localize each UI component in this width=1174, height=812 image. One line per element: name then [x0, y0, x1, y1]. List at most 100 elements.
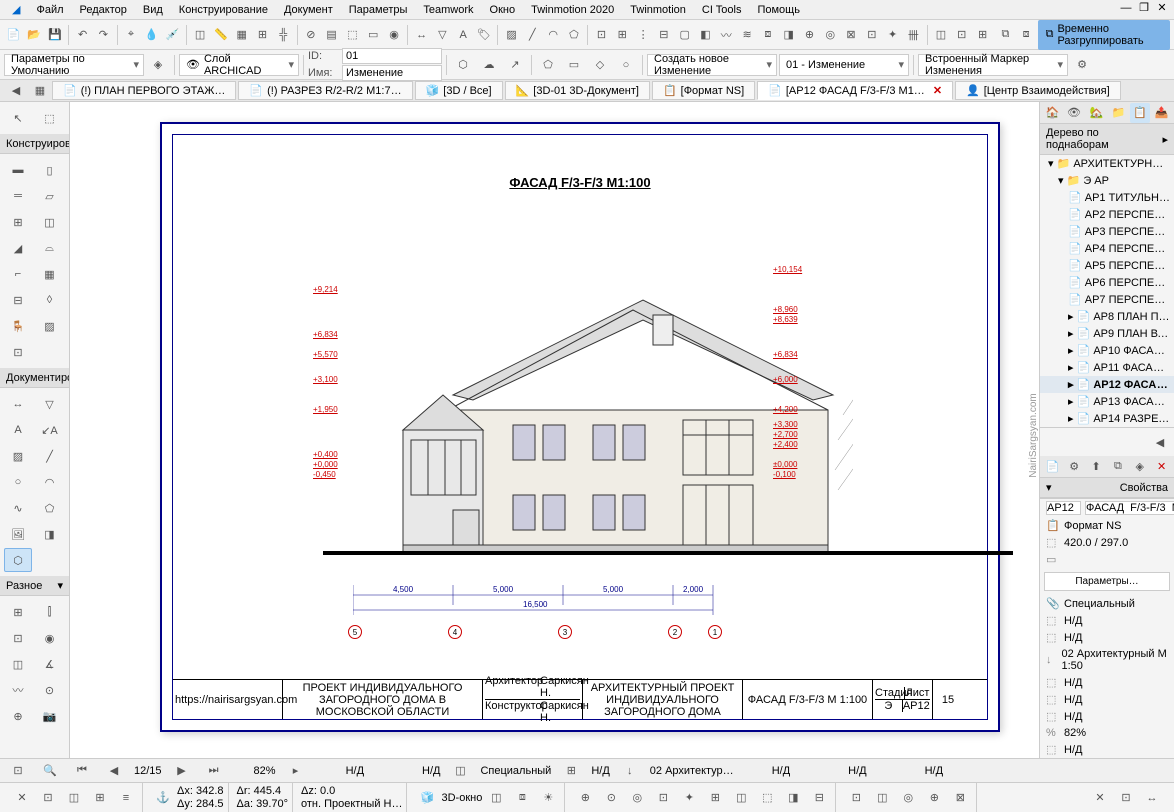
tb-icon-12[interactable]: ◎ [821, 23, 840, 47]
morph-tool-icon[interactable]: ◊ [36, 288, 64, 312]
marker-dropdown[interactable]: Встроенный Маркер Изменения [918, 54, 1068, 76]
misc-7-icon[interactable]: 〰 [4, 678, 32, 702]
tb-icon-15[interactable]: ✦ [883, 23, 902, 47]
menu-teamwork[interactable]: Teamwork [415, 2, 481, 18]
geom-1-icon[interactable]: ⬠ [536, 53, 560, 77]
params-button[interactable]: Параметры… [1044, 572, 1170, 591]
property-row[interactable]: %82% [1040, 725, 1174, 741]
layers-icon[interactable]: ▤ [322, 23, 341, 47]
redo-icon[interactable]: ↷ [94, 23, 113, 47]
property-row[interactable]: 📎Специальный [1040, 595, 1174, 612]
tb-icon-4[interactable]: ⊟ [654, 23, 673, 47]
id-field[interactable] [342, 48, 442, 64]
menu-edit[interactable]: Редактор [72, 2, 135, 18]
property-row[interactable]: ⬚Н/Д [1040, 674, 1174, 691]
tree-dup-icon[interactable]: ⧉ [1107, 457, 1128, 477]
zoom-fit-icon[interactable]: ⊡ [6, 759, 30, 783]
tree-item[interactable]: 📄 АР7 ПЕРСПЕКТИВНЫЙ [1040, 291, 1174, 308]
shape-cloud-icon[interactable]: ☁ [477, 53, 501, 77]
s10-icon[interactable]: ⊟ [807, 786, 831, 810]
tree-up-icon[interactable]: ⬆ [1086, 457, 1107, 477]
name-field[interactable] [342, 65, 442, 81]
level-icon[interactable]: ▽ [433, 23, 452, 47]
change-dropdown[interactable]: Создать новое Изменение [647, 54, 777, 76]
property-row[interactable]: ↓02 Архитектурный М 1:50 [1040, 646, 1174, 674]
detail-icon[interactable]: ◉ [385, 23, 404, 47]
grid-element-icon[interactable]: ⊞ [4, 600, 32, 624]
s2-icon[interactable]: ⊙ [599, 786, 623, 810]
end1-icon[interactable]: ✕ [1088, 786, 1112, 810]
spline-tool-icon[interactable]: ∿ [4, 496, 32, 520]
tree-item[interactable]: ▸ 📄 АР11 ФАСАД F/2-F/2 [1040, 359, 1174, 376]
tb-icon-6[interactable]: ◧ [696, 23, 715, 47]
group-icon[interactable]: ⧉ [996, 23, 1015, 47]
tree-scroll-left[interactable]: ◀ [1148, 430, 1172, 454]
door-tool-icon[interactable]: ◫ [36, 210, 64, 234]
document-tab-5[interactable]: 📄[АР12 ФАСАД F/3-F/3 М1…✕ [757, 81, 953, 100]
menu-ci[interactable]: CI Tools [694, 2, 750, 18]
document-tab-3[interactable]: 📐[3D-01 3D-Документ] [505, 81, 650, 100]
arc-tool-icon[interactable]: ◠ [36, 470, 64, 494]
tree-item[interactable]: 📄 АР1 ТИТУЛЬНЫЙ ЛИСТ [1040, 189, 1174, 206]
nav-last-icon[interactable]: ⏭ [202, 759, 226, 783]
geom-3-icon[interactable]: ◇ [588, 53, 612, 77]
suspend-icon[interactable]: ⊘ [301, 23, 320, 47]
misc-5-icon[interactable]: ◫ [4, 652, 32, 676]
nav-prev-icon[interactable]: ◀ [102, 759, 126, 783]
document-tab-4[interactable]: 📋[Формат NS] [652, 81, 755, 100]
s11-icon[interactable]: ⊡ [844, 786, 868, 810]
sun-icon[interactable]: ☀ [536, 786, 560, 810]
tree-item[interactable]: ▸ 📄 АР13 ФАСАД F/4-F/4 [1040, 393, 1174, 410]
undo-icon[interactable]: ↶ [73, 23, 92, 47]
tree-item[interactable]: 📄 АР3 ПЕРСПЕКТИВНЫЙ [1040, 223, 1174, 240]
section-document[interactable]: Документиро▾ [0, 368, 69, 388]
new-icon[interactable]: 📄 [4, 23, 23, 47]
tb-icon-16[interactable]: 卌 [904, 23, 923, 47]
nav-pub-icon[interactable]: 📤 [1151, 103, 1172, 123]
circle-tool-icon[interactable]: ○ [4, 470, 32, 494]
tb-icon-18[interactable]: ⊡ [952, 23, 971, 47]
tree-header[interactable]: Дерево по поднаборам▸ [1040, 124, 1174, 155]
props-header[interactable]: ▾ Свойства [1040, 478, 1174, 498]
menu-options[interactable]: Параметры [341, 2, 416, 18]
drawing-tool-icon[interactable]: 🖼 [4, 522, 32, 546]
status-2-icon[interactable]: ◫ [62, 786, 86, 810]
menu-file[interactable]: Файл [28, 2, 71, 18]
curtain-tool-icon[interactable]: ⊟ [4, 288, 32, 312]
s5-icon[interactable]: ✦ [677, 786, 701, 810]
line-icon[interactable]: ╱ [523, 23, 542, 47]
camera-tool-icon[interactable]: 📷 [36, 704, 64, 728]
end2-icon[interactable]: ⊡ [1114, 786, 1138, 810]
tb-icon-3[interactable]: ⋮ [634, 23, 653, 47]
dropper-icon[interactable]: 💧 [142, 23, 161, 47]
s14-icon[interactable]: ⊕ [922, 786, 946, 810]
tree-delete-icon[interactable]: ✕ [1151, 457, 1172, 477]
opt3-icon[interactable]: ↓ [618, 759, 642, 783]
view3d-icon[interactable]: 🧊 [415, 786, 439, 810]
persp-icon[interactable]: ⧈ [510, 786, 534, 810]
tb-icon-13[interactable]: ⊠ [842, 23, 861, 47]
tree-root[interactable]: ▾ 📁 АРХИТЕКТУРНЫЙ ПРОЕКТ [1040, 155, 1174, 172]
open-icon[interactable]: 📂 [25, 23, 44, 47]
tab-close-icon[interactable]: ✕ [933, 84, 942, 97]
tree-item[interactable]: ▸ 📄 АР12 ФАСАД F/3-F/3 [1040, 376, 1174, 393]
s6-icon[interactable]: ⊞ [703, 786, 727, 810]
s1-icon[interactable]: ⊕ [573, 786, 597, 810]
status-3-icon[interactable]: ⊞ [88, 786, 112, 810]
zoom-in-icon[interactable]: 🔍 [38, 759, 62, 783]
poly-tool-icon[interactable]: ⬠ [36, 496, 64, 520]
column-tool-icon[interactable]: ▯ [36, 158, 64, 182]
mesh-tool-icon[interactable]: ▦ [36, 262, 64, 286]
menu-design[interactable]: Конструирование [171, 2, 276, 18]
layer-dropdown[interactable]: 👁 Слой ARCHICAD [179, 54, 299, 76]
status-4-icon[interactable]: ≡ [114, 786, 138, 810]
marquee-tool-icon[interactable]: ⬚ [36, 106, 64, 130]
tb-icon-8[interactable]: ≋ [738, 23, 757, 47]
object-tool-icon[interactable]: 🪑 [4, 314, 32, 338]
grid-icon[interactable]: ▦ [232, 23, 251, 47]
section-icon[interactable]: ⬚ [343, 23, 362, 47]
tree-item[interactable]: ▸ 📄 АР9 ПЛАН ВТОРОГО Э [1040, 325, 1174, 342]
save-icon[interactable]: 💾 [46, 23, 65, 47]
roof-tool-icon[interactable]: ◢ [4, 236, 32, 260]
tb-icon-11[interactable]: ⊕ [800, 23, 819, 47]
